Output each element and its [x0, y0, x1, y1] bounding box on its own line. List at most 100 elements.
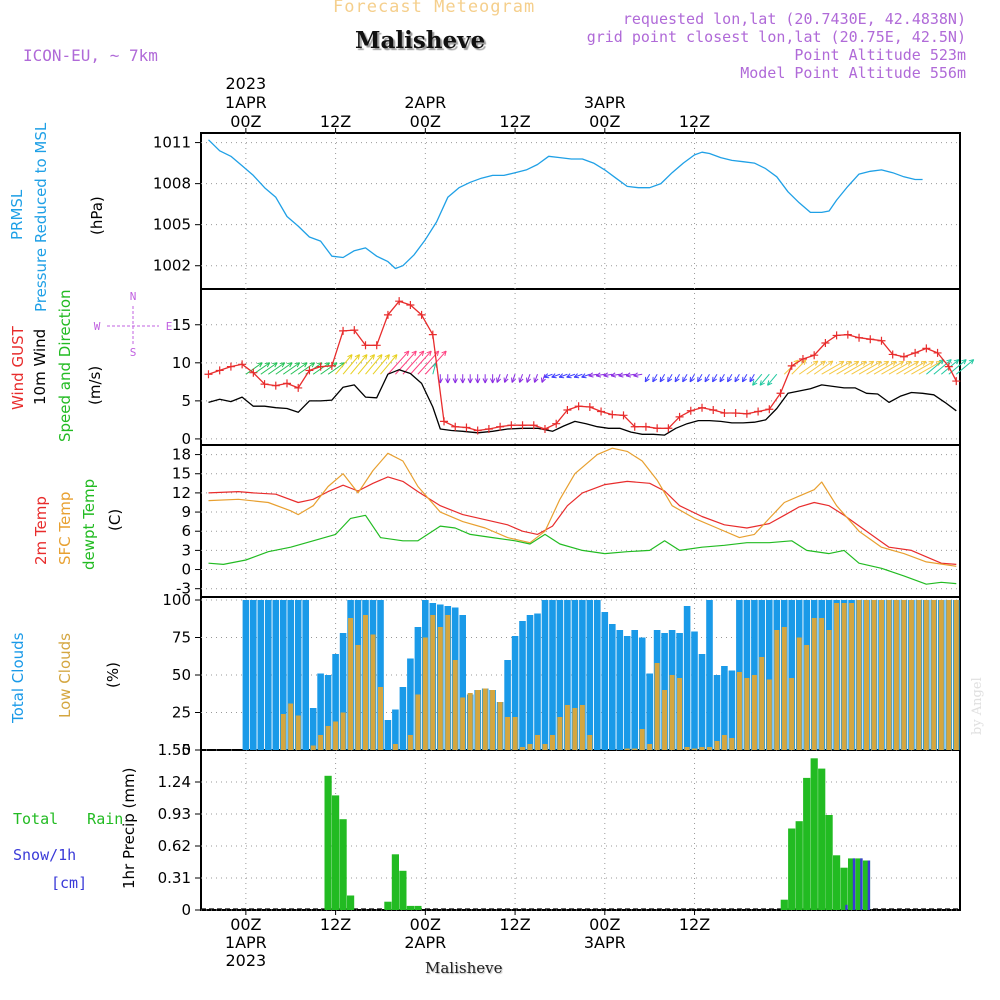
- wind-arrow-shaft: [320, 362, 338, 375]
- wind-arrow-head: [392, 354, 398, 360]
- wind-arrow-shaft: [682, 373, 688, 383]
- wind-arrow: [518, 374, 524, 383]
- wind-arrow: [719, 373, 725, 383]
- clouds-total-label: Total Clouds: [9, 632, 27, 723]
- wind-arrow-shaft: [432, 362, 437, 375]
- wind-arrow: [581, 373, 591, 379]
- wind-arrow: [741, 373, 748, 383]
- wind-arrow-shaft: [806, 360, 826, 375]
- wind-gust-marker: [518, 421, 527, 430]
- wind-gust-marker: [282, 379, 291, 388]
- rain-bar: [840, 867, 848, 910]
- precip-snow-unit-label: [cm]: [51, 874, 88, 892]
- total-cloud-bar: [683, 606, 691, 750]
- low-cloud-bar: [826, 630, 832, 750]
- low-cloud-bar: [901, 600, 907, 750]
- wind-gust-marker: [798, 355, 807, 364]
- low-cloud-bar: [572, 708, 578, 750]
- wind-arrow-head: [712, 376, 717, 383]
- wind-arrow-head: [441, 350, 447, 356]
- wind-arrow-head: [302, 362, 308, 368]
- wind-arrow: [533, 374, 539, 383]
- wind-arrow: [821, 360, 845, 375]
- low-cloud-bar: [482, 688, 488, 750]
- wind-arrow-shaft: [667, 373, 673, 383]
- wind-arrow: [372, 354, 390, 375]
- panel-frame-temperature: [200, 444, 961, 598]
- low-cloud-bar: [864, 600, 869, 750]
- wind-arrow: [490, 374, 496, 384]
- wind-arrow-head: [573, 373, 580, 379]
- low-cloud-bar: [886, 600, 892, 750]
- wind-arrow-head: [347, 354, 353, 360]
- wind-arrow-shaft: [873, 360, 897, 375]
- wind-arrow: [402, 350, 425, 375]
- rain-bar: [788, 828, 796, 910]
- wind-arrow: [245, 362, 263, 375]
- wind-arrow: [410, 350, 432, 375]
- wind-arrow: [712, 373, 718, 383]
- total-cloud-bar: [407, 658, 414, 750]
- low-cloud-bar: [355, 645, 361, 750]
- wind-arrow: [767, 373, 778, 386]
- wind-arrow-shaft: [588, 373, 598, 377]
- wind-arrow-shaft: [260, 362, 278, 375]
- wind-arrow-shaft: [410, 350, 432, 375]
- wind-arrow-head: [868, 360, 875, 366]
- wind-arrow: [595, 372, 605, 378]
- wind-gust-marker: [754, 407, 763, 416]
- pressure-ytick-label: 1008: [153, 175, 191, 193]
- low-cloud-bar: [490, 690, 496, 750]
- wind-arrow: [674, 373, 681, 383]
- temp-unit-label: (C): [106, 508, 124, 531]
- low-cloud-bar: [908, 600, 914, 750]
- total-cloud-bar: [324, 675, 332, 750]
- watermark: by Angel: [970, 677, 985, 735]
- top-time-label: 12Z: [679, 112, 710, 131]
- clouds-unit-label: (%): [104, 662, 122, 688]
- wind-gust-marker: [866, 335, 875, 344]
- bottom-time-label: 2023: [226, 951, 267, 970]
- wind-arrow: [836, 360, 860, 375]
- wind-arrow: [511, 374, 516, 383]
- pressure-ytick-label: 1005: [153, 216, 191, 234]
- wind-arrow: [704, 373, 710, 383]
- temp-2m-label: 2m Temp: [32, 496, 50, 565]
- bottom-time-label: 1APR: [225, 933, 267, 952]
- low-cloud-bar: [310, 745, 316, 750]
- wind-gust-marker: [529, 421, 538, 430]
- low-cloud-bar: [378, 687, 383, 750]
- wind-arrow-shaft: [918, 360, 942, 375]
- rain-bar: [810, 758, 818, 910]
- wind-arrow-head: [518, 377, 524, 383]
- snow-bar: [860, 858, 863, 910]
- precipitation-ytick-label: 0.93: [158, 805, 191, 823]
- wind-arrow-shaft: [659, 373, 666, 383]
- wind-arrow-shaft: [633, 373, 643, 377]
- low-cloud-bar: [497, 702, 503, 750]
- wind-arrow: [618, 372, 628, 378]
- wind-arrow-head: [551, 373, 557, 379]
- wind-arrow: [460, 374, 466, 384]
- top-time-label: 2023: [226, 74, 267, 93]
- clouds-ytick-label: 50: [172, 666, 191, 684]
- rain-bar: [399, 870, 407, 910]
- wind-gust-marker: [305, 366, 314, 375]
- wind-arrow-shaft: [342, 354, 360, 375]
- top-time-label: 1APR: [225, 93, 267, 112]
- rain-bar: [332, 795, 340, 910]
- wind-gust-marker: [350, 326, 359, 335]
- temperature-ytick-label: 15: [172, 465, 191, 483]
- wind-arrow-head: [610, 372, 617, 378]
- pressure-unit-label: (hPa): [88, 196, 106, 235]
- wind-arrow-head: [928, 360, 934, 366]
- wind-arrow-shaft: [896, 360, 919, 375]
- low-cloud-bar: [422, 637, 428, 750]
- wind-arrow-shaft: [742, 373, 748, 383]
- temp-dewpt-line: [208, 514, 957, 585]
- wind-arrow-head: [404, 350, 410, 356]
- rain-bar: [795, 821, 803, 910]
- wind-arrow-shaft: [511, 374, 516, 383]
- wind-arrow: [603, 372, 613, 378]
- wind-arrow-head: [618, 372, 624, 378]
